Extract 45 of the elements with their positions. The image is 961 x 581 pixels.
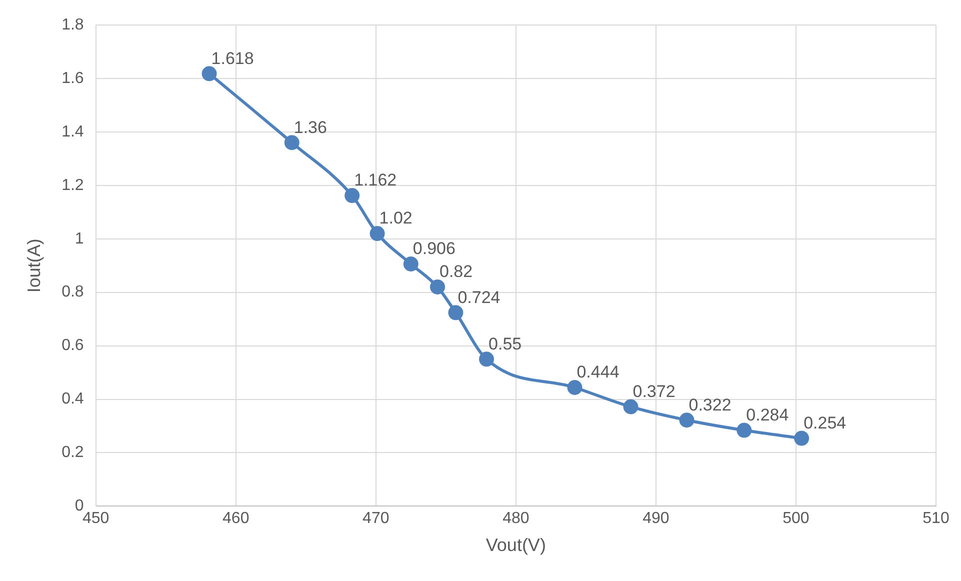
point bbox=[736, 422, 752, 438]
data-label: 1.36 bbox=[294, 118, 327, 137]
y-tick-label: 1.4 bbox=[62, 123, 84, 140]
x-tick-label: 510 bbox=[922, 510, 950, 528]
data-label: 0.444 bbox=[576, 362, 620, 382]
data-label: 1.618 bbox=[211, 48, 254, 68]
x-tick-label: 480 bbox=[502, 510, 530, 528]
data-label: 0.906 bbox=[412, 239, 456, 258]
y-tick-label: 1 bbox=[74, 230, 84, 248]
point bbox=[202, 66, 217, 82]
data-label: 1.02 bbox=[379, 208, 412, 228]
y-tick-label: 0.4 bbox=[62, 390, 84, 408]
data-label: 0.724 bbox=[458, 288, 500, 307]
point bbox=[403, 256, 418, 272]
point bbox=[284, 135, 300, 150]
point bbox=[344, 188, 360, 204]
point bbox=[479, 352, 494, 367]
y-tick-label: 1.2 bbox=[62, 176, 84, 194]
data-label: 0.284 bbox=[746, 405, 789, 424]
y-tick-label: 1.8 bbox=[62, 16, 84, 34]
point bbox=[370, 226, 385, 242]
x-tick-label: 490 bbox=[642, 510, 670, 528]
point bbox=[794, 430, 810, 446]
data-label: 0.82 bbox=[440, 262, 473, 282]
y-tick-label: 0.6 bbox=[62, 337, 84, 354]
x-axis-title: Vout(V) bbox=[486, 535, 546, 556]
x-tick-label: 450 bbox=[82, 510, 110, 528]
point bbox=[679, 412, 694, 428]
data-label: 0.254 bbox=[804, 413, 846, 432]
data-label: 0.322 bbox=[688, 395, 732, 414]
data-label: 1.162 bbox=[354, 170, 397, 190]
x-tick-label: 500 bbox=[782, 510, 810, 528]
y-tick-label: 0.2 bbox=[62, 444, 84, 462]
point bbox=[430, 279, 446, 294]
y-tick-label: 0.8 bbox=[62, 284, 84, 301]
data-label: 0.372 bbox=[632, 382, 676, 401]
y-tick-label: 1.6 bbox=[62, 70, 84, 87]
y-tick-label: 0 bbox=[74, 498, 84, 515]
point bbox=[448, 305, 464, 320]
point bbox=[567, 380, 582, 396]
x-tick-label: 470 bbox=[362, 510, 390, 528]
data-label: 0.55 bbox=[488, 334, 522, 354]
x-tick-label: 460 bbox=[222, 510, 250, 528]
point bbox=[623, 399, 638, 414]
y-axis-title: Iout(A) bbox=[24, 238, 44, 293]
